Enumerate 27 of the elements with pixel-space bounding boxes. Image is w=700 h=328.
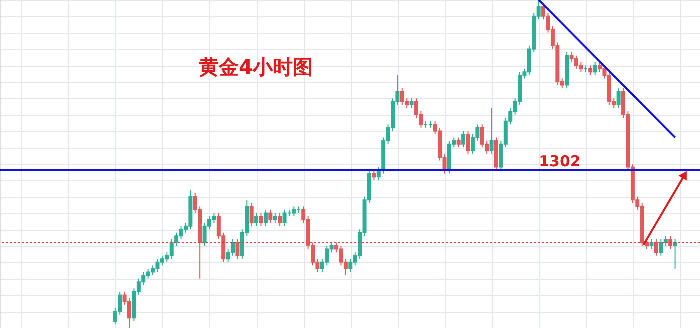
candlestick	[462, 130, 466, 148]
candlestick	[598, 62, 602, 73]
candlestick	[264, 209, 268, 227]
candlestick	[268, 209, 273, 224]
candlestick	[259, 212, 264, 227]
text: 黄金4小时图	[198, 55, 313, 79]
candlestick	[250, 202, 254, 227]
candlestick	[456, 137, 461, 148]
candlestick	[273, 212, 278, 224]
candlestick	[659, 238, 664, 256]
annotation: 1302	[539, 152, 581, 171]
candlestick	[282, 209, 287, 227]
candlestick	[616, 88, 621, 109]
candlestick	[668, 236, 673, 250]
candlestick	[410, 98, 414, 109]
candlestick	[372, 170, 376, 181]
candlestick	[278, 212, 282, 227]
candlestick	[588, 65, 593, 76]
candlestick	[292, 206, 296, 217]
candlestick	[490, 108, 494, 155]
candlestick	[673, 238, 678, 270]
candlestick	[236, 238, 240, 260]
candlestick	[254, 212, 259, 227]
candlestick	[593, 62, 598, 76]
candlestick	[466, 130, 470, 155]
candlestick	[650, 238, 654, 250]
candlestick	[654, 238, 658, 256]
